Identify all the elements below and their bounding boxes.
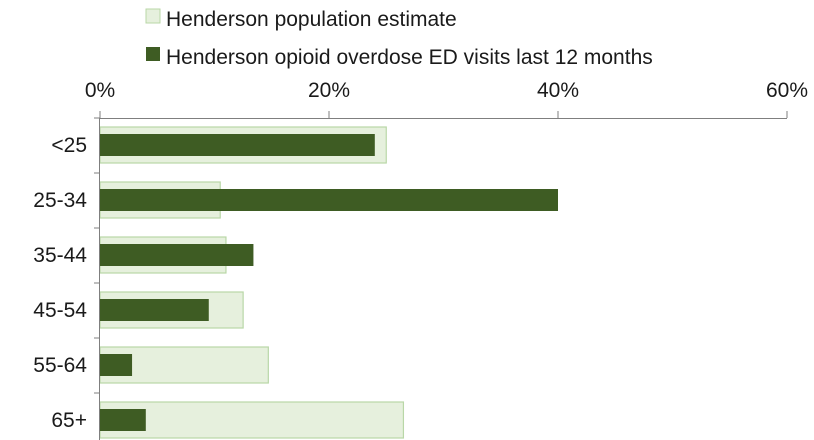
x-tick-label: 0% xyxy=(85,79,115,102)
bar-ed-visits-55-64 xyxy=(100,354,133,376)
legend-swatch-population xyxy=(145,8,161,24)
bars xyxy=(99,126,558,439)
category-label: <25 xyxy=(51,134,87,157)
y-axis-category-labels: <25 25-34 35-44 45-54 55-64 65+ xyxy=(33,134,87,432)
legend-label-population: Henderson population estimate xyxy=(166,8,457,31)
bar-ed-visits-65+ xyxy=(100,409,146,431)
bar-ed-visits-<25 xyxy=(100,134,375,156)
x-tick-label: 20% xyxy=(308,79,350,102)
legend: Henderson population estimate Henderson … xyxy=(145,8,653,69)
axes xyxy=(94,111,788,440)
x-tick-label: 60% xyxy=(766,79,808,102)
bar-ed-visits-45-54 xyxy=(100,299,209,321)
legend-label-visits: Henderson opioid overdose ED visits last… xyxy=(166,46,653,69)
category-label: 65+ xyxy=(51,409,87,432)
x-tick-label: 40% xyxy=(537,79,579,102)
category-label: 25-34 xyxy=(33,189,87,212)
category-label: 35-44 xyxy=(33,244,87,267)
category-label: 55-64 xyxy=(33,354,87,377)
x-axis-tick-labels: 0% 20% 40% 60% xyxy=(85,79,808,102)
category-label: 45-54 xyxy=(33,299,87,322)
bar-ed-visits-35-44 xyxy=(100,244,254,266)
legend-swatch-visits xyxy=(146,47,160,61)
bar-ed-visits-25-34 xyxy=(100,189,558,211)
